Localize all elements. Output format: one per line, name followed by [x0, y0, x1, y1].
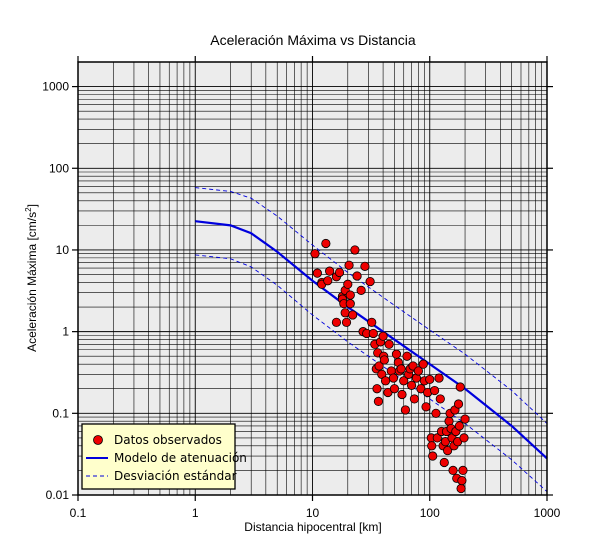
data-point	[427, 441, 437, 451]
legend-label-model: Modelo de atenuación	[114, 451, 247, 465]
y-tick-label: 10	[56, 243, 70, 257]
data-point	[372, 384, 382, 394]
y-axis: 0.01 0.1 1 10 100 1000	[42, 80, 553, 502]
data-point	[434, 373, 444, 383]
chart-title: Aceleración Máxima vs Distancia	[210, 32, 416, 48]
data-point	[448, 465, 458, 476]
data-point	[374, 361, 384, 371]
data-point	[454, 421, 464, 431]
y-axis-label-end: ]	[25, 204, 39, 207]
data-point	[455, 382, 465, 392]
data-point	[409, 394, 420, 404]
data-point	[443, 445, 453, 456]
data-point	[421, 402, 431, 412]
data-point	[402, 351, 412, 361]
data-point	[396, 364, 406, 374]
data-point	[435, 394, 445, 404]
legend-label-std: Desviación estándar	[114, 469, 237, 483]
x-tick-label: 0.1	[70, 506, 87, 520]
data-point	[453, 399, 464, 409]
legend-box	[81, 423, 236, 490]
x-tick-label: 100	[420, 506, 440, 520]
data-point	[400, 405, 411, 415]
data-point	[360, 261, 370, 271]
data-point	[379, 355, 389, 365]
data-point	[406, 380, 417, 390]
std-dev-line-1	[195, 187, 548, 424]
data-point	[323, 276, 333, 286]
data-point	[348, 310, 358, 320]
data-point	[425, 374, 435, 385]
data-point	[373, 396, 384, 406]
x-tick-label: 10	[306, 506, 320, 520]
data-point	[460, 414, 470, 424]
data-point	[368, 328, 378, 339]
data-point	[456, 483, 466, 494]
data-point	[429, 385, 440, 396]
grid	[78, 62, 547, 495]
data-point	[380, 376, 391, 386]
data-point	[378, 331, 388, 341]
data-point	[439, 457, 449, 468]
y-tick-label: 100	[49, 161, 69, 175]
legend: Datos observados Modelo de atenuación De…	[81, 423, 247, 490]
data-point	[345, 299, 355, 309]
std-dev-line-2	[195, 254, 548, 492]
data-point	[431, 408, 441, 418]
y-axis-label-sup: 2	[24, 207, 33, 212]
data-point	[321, 238, 331, 249]
data-point	[350, 245, 360, 255]
data-point	[344, 260, 354, 270]
y-tick-label: 1	[62, 325, 69, 339]
data-point	[312, 268, 322, 278]
legend-label-observed: Datos observados	[114, 433, 222, 447]
x-tick-label: 1000	[534, 506, 561, 520]
y-axis-label-main: Aceleración Máxima [cm/s	[25, 212, 39, 352]
data-point	[399, 376, 409, 386]
data-point	[459, 433, 469, 443]
data-point	[367, 317, 377, 327]
data-point	[389, 384, 400, 394]
x-tick-label: 1	[192, 506, 199, 520]
data-point	[341, 317, 352, 327]
y-tick-label: 1000	[42, 80, 69, 94]
data-point	[388, 373, 399, 383]
data-point	[343, 279, 353, 289]
x-axis-label: Distancia hipocentral [km]	[244, 520, 381, 534]
data-point	[397, 389, 407, 400]
data-point	[432, 433, 442, 443]
data-point	[458, 465, 468, 476]
data-point	[391, 349, 402, 359]
data-point	[310, 249, 320, 259]
data-point	[356, 285, 366, 295]
data-point	[418, 359, 428, 369]
data-point	[334, 267, 345, 278]
data-point	[413, 366, 423, 376]
legend-marker-observed	[93, 435, 103, 445]
data-point	[457, 476, 467, 486]
data-point	[365, 276, 375, 287]
y-tick-label: 0.01	[46, 488, 70, 502]
data-point	[345, 290, 355, 300]
y-axis-label: Aceleración Máxima [cm/s2]	[24, 204, 39, 352]
y-tick-label: 0.1	[52, 406, 69, 420]
observed-points	[310, 238, 470, 494]
data-point	[428, 451, 438, 461]
data-point	[384, 339, 394, 349]
data-point	[331, 317, 342, 327]
data-point	[325, 266, 335, 276]
x-axis: 0.1 1 10 100 1000	[70, 56, 561, 520]
data-point	[352, 271, 362, 281]
